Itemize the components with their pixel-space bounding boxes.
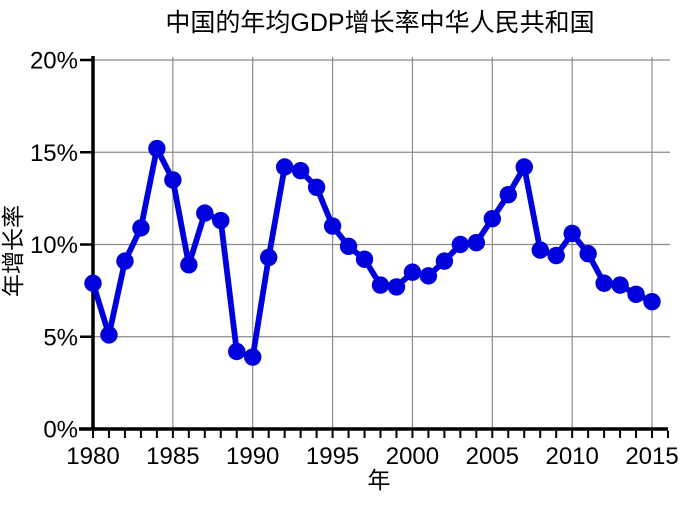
data-point [403,263,422,281]
data-point [84,274,102,292]
data-point [627,285,645,304]
data-point [499,185,517,204]
data-point [196,204,214,222]
axes-layer [79,56,669,438]
y-tick-label: 10% [30,232,78,259]
y-tick-label: 0% [43,417,78,444]
data-point [275,158,294,176]
tick-label-layer: 0% 5% 10% 15% 20% 1980 1985 1990 1995 2000 2005 201… [30,48,679,471]
data-point [212,211,230,230]
x-axis-label: 年 [368,467,391,493]
data-point [148,139,166,158]
data-point [451,235,470,254]
data-point [339,237,358,256]
data-point [307,178,326,197]
data-point [355,250,374,268]
data-point [643,292,661,311]
data-point [291,162,310,180]
data-point [435,252,454,270]
data-point [419,267,438,285]
x-tick-label: 2010 [545,443,598,470]
chart-title: 中国的年均GDP增长率中华人民共和国 [165,9,594,37]
data-point [371,276,390,294]
data-point [244,348,262,366]
x-tick-label: 2000 [386,443,439,470]
data-point [515,158,533,176]
data-point [100,326,118,344]
data-point [483,209,502,228]
data-point [323,217,342,235]
data-point [531,241,549,259]
x-tick-label: 1995 [306,443,359,470]
data-point [387,278,406,296]
x-tick-label: 1985 [146,443,199,470]
y-tick-label: 20% [30,48,78,75]
x-tick-label: 1980 [66,443,119,470]
data-point [164,171,182,189]
grid-layer [93,57,670,429]
data-point [467,233,486,252]
data-point [116,252,134,270]
data-point [228,342,246,361]
x-tick-label: 1990 [226,443,279,470]
y-tick-label: 5% [43,324,78,351]
x-tick-label: 2015 [625,443,678,470]
data-point [259,248,278,267]
data-point [563,224,581,243]
data-point [579,245,597,263]
data-point [547,246,565,265]
series-layer [84,139,661,366]
y-tick-label: 15% [30,140,78,167]
data-point [180,256,198,274]
y-axis-label: 年增长率 [0,205,26,297]
data-point [611,276,629,294]
data-point [132,219,150,237]
data-point [595,274,613,292]
x-tick-label: 2005 [466,443,519,470]
